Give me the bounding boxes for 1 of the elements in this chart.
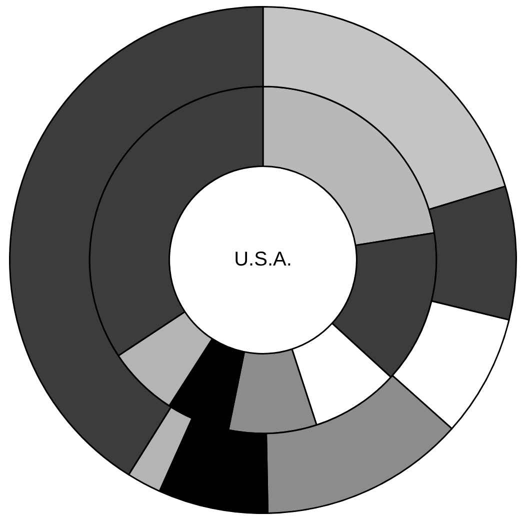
- text: U.S.A.: [234, 248, 292, 271]
